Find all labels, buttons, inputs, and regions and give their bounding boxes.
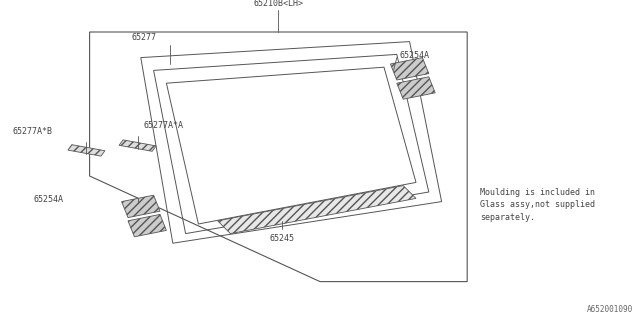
Text: 65254A: 65254A — [34, 196, 64, 204]
Text: 65245: 65245 — [269, 234, 294, 243]
Text: Moulding is included in
Glass assy,not supplied
separately.: Moulding is included in Glass assy,not s… — [480, 188, 595, 222]
Text: A652001090: A652001090 — [588, 305, 634, 314]
Text: 65254A: 65254A — [400, 52, 430, 60]
Polygon shape — [397, 77, 435, 99]
Polygon shape — [119, 140, 156, 151]
Polygon shape — [390, 58, 429, 80]
Polygon shape — [122, 195, 160, 218]
Text: 65277A*A: 65277A*A — [144, 121, 184, 130]
Polygon shape — [218, 186, 416, 234]
Text: 65277: 65277 — [131, 33, 156, 42]
Polygon shape — [128, 214, 166, 237]
Polygon shape — [68, 145, 105, 156]
Text: 65277A*B: 65277A*B — [13, 127, 52, 136]
Text: 65210A<RH>
65210B<LH>: 65210A<RH> 65210B<LH> — [253, 0, 303, 8]
